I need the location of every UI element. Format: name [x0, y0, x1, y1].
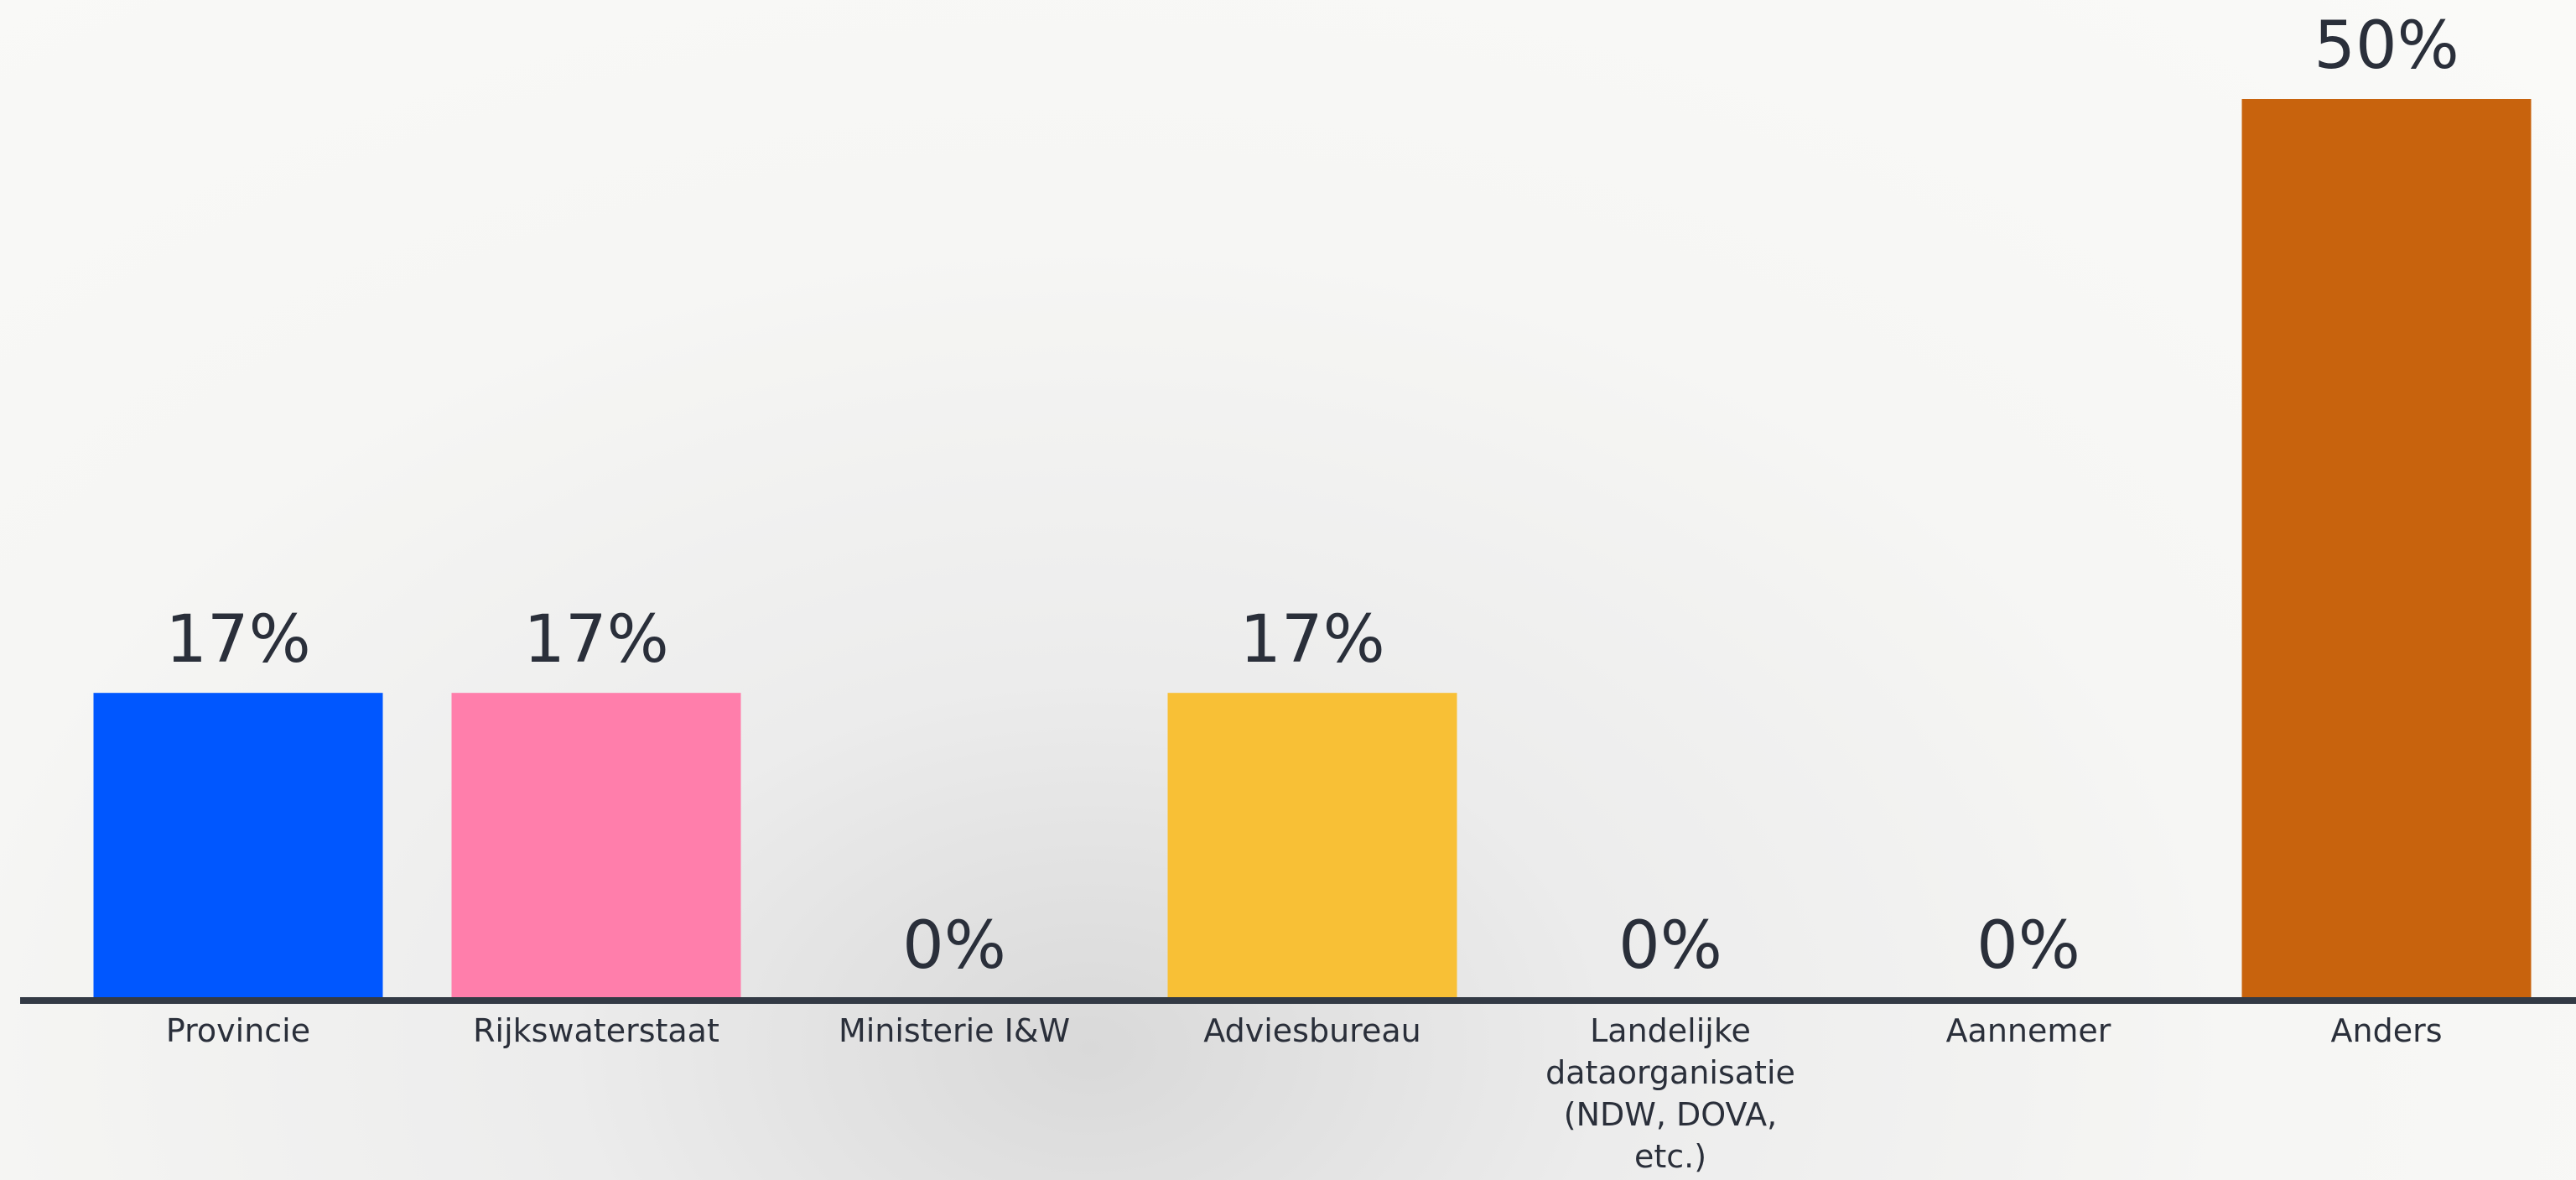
value-label: 0%: [902, 908, 1006, 984]
bar: [2241, 99, 2532, 999]
bar: [1167, 693, 1457, 999]
x-tick-label: Provincie: [165, 1012, 311, 1049]
value-label: 0%: [1976, 908, 2080, 984]
x-tick-label: Anders: [2330, 1012, 2443, 1049]
x-tick-label: Ministerie I&W: [838, 1012, 1071, 1049]
x-tick-label: Rijkswaterstaat: [473, 1012, 719, 1049]
bar: [451, 693, 741, 999]
value-label: 0%: [1618, 908, 1722, 984]
value-label: 17%: [523, 602, 669, 678]
bar: [93, 693, 383, 999]
x-tick-label: Adviesbureau: [1203, 1012, 1421, 1049]
x-tick-label: Landelijke dataorganisatie (NDW, DOVA, e…: [1545, 1012, 1795, 1175]
value-label: 50%: [2314, 8, 2459, 84]
x-tick-label: Aannemer: [1945, 1012, 2111, 1049]
value-label: 17%: [1239, 602, 1385, 678]
value-label: 17%: [165, 602, 311, 678]
